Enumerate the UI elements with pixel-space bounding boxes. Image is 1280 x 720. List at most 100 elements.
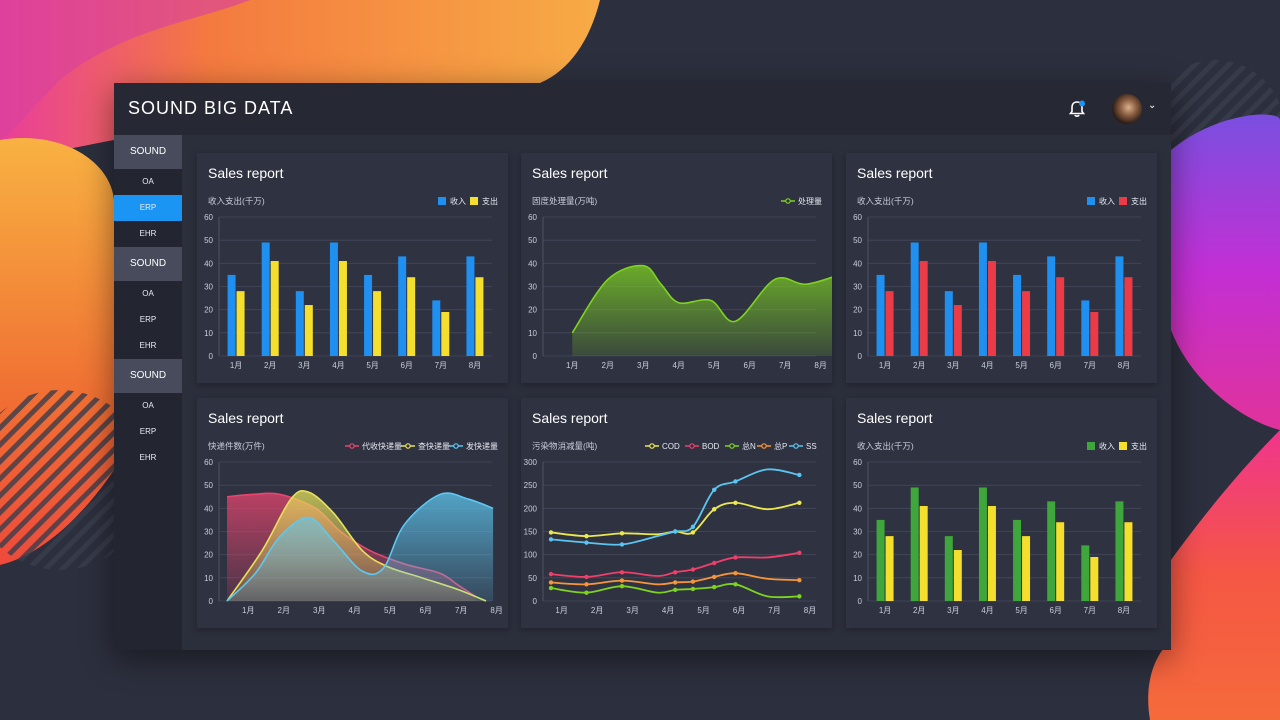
legend-swatch (438, 197, 446, 205)
data-point (690, 567, 696, 572)
legend-label: 支出 (1131, 441, 1147, 451)
bar (227, 274, 236, 356)
bar (919, 261, 928, 356)
sidebar-item-erp[interactable]: ERP (114, 307, 182, 333)
bar (910, 487, 919, 601)
sidebar-group-header[interactable]: SOUND (114, 135, 182, 169)
data-point (690, 524, 696, 530)
x-tick-label: 5月 (708, 361, 720, 370)
legend-swatch (1119, 442, 1127, 450)
card-title: Sales report (208, 410, 284, 426)
x-tick-label: 6月 (419, 606, 431, 615)
bar (304, 305, 313, 356)
bar-chart-card-1: Sales report 收入支出(千万) 0 10 20 30 40 50 60 支出 收入 1月… (197, 153, 508, 383)
legend-label: 总N (742, 441, 756, 451)
legend-swatch (1087, 442, 1095, 450)
y-tick-label: 200 (524, 504, 538, 513)
app-title: SOUND BIG DATA (128, 98, 294, 118)
sidebar-item-ehr[interactable]: EHR (114, 333, 182, 359)
y-tick-label: 20 (204, 551, 213, 560)
x-tick-label: 6月 (1049, 361, 1061, 370)
legend-label: 查快递量 (418, 441, 450, 451)
data-point (584, 533, 589, 539)
x-tick-label: 8月 (814, 361, 826, 370)
legend-swatch (1119, 197, 1127, 205)
legend-label: 收入 (1099, 196, 1115, 206)
bar (1090, 556, 1099, 601)
y-axis-label: 固度处理量(万吨) (532, 196, 597, 206)
y-tick-label: 0 (858, 352, 863, 361)
sidebar-group-header[interactable]: SOUND (114, 359, 182, 393)
chart-svg: 污染物消减量(吨) 0 50 100 150 200 250 300 SS 总P 总N BOD COD 1… (524, 441, 817, 615)
data-point (584, 590, 589, 595)
data-point (619, 542, 625, 547)
data-point (712, 574, 717, 580)
legend-label: BOD (702, 442, 720, 451)
y-tick-label: 40 (853, 259, 862, 268)
series-line (550, 468, 800, 546)
y-tick-label: 10 (853, 574, 862, 583)
bar (398, 256, 407, 356)
x-tick-label: 3月 (947, 606, 959, 615)
legend-marker (649, 443, 655, 449)
bar (1115, 501, 1124, 601)
x-tick-label: 2月 (591, 606, 603, 615)
data-point (797, 472, 802, 478)
x-tick-label: 2月 (264, 361, 276, 370)
bar (1081, 300, 1090, 356)
legend-label: 发快递量 (466, 441, 498, 451)
data-point (712, 584, 717, 590)
user-avatar[interactable] (1112, 94, 1142, 124)
x-tick-label: 7月 (455, 606, 467, 615)
sidebar-item-ehr[interactable]: EHR (114, 445, 182, 471)
sidebar-group-header[interactable]: SOUND (114, 247, 182, 281)
bar (1115, 256, 1124, 356)
legend-label: 支出 (1131, 196, 1147, 206)
data-point (619, 531, 625, 536)
x-tick-label: 8月 (804, 606, 816, 615)
line-chart-card: Sales report 污染物消减量(吨) 0 50 100 150 200 250 300… (521, 398, 832, 628)
bar (295, 291, 304, 356)
sidebar-item-erp[interactable]: ERP (114, 419, 182, 445)
legend-label: 处理量 (798, 196, 822, 206)
sidebar-item-oa[interactable]: OA (114, 393, 182, 419)
bar (432, 300, 441, 356)
y-tick-label: 40 (853, 504, 862, 513)
y-tick-label: 50 (204, 236, 213, 245)
data-point (797, 500, 802, 505)
y-tick-label: 10 (528, 329, 537, 338)
bar (1047, 256, 1056, 356)
bar (1056, 277, 1065, 356)
sidebar-item-oa[interactable]: OA (114, 169, 182, 195)
area-line (571, 264, 832, 334)
y-tick-label: 0 (533, 352, 538, 361)
chart-svg: 收入支出(千万) 0 10 20 30 40 50 60 支出 收入 1月 2月 3月 4月 5月 6月 7月 8… (853, 441, 1147, 615)
series-line (550, 572, 800, 586)
chevron-down-icon[interactable]: ⌄ (1148, 100, 1157, 111)
bar (329, 242, 338, 356)
legend-swatch (1087, 197, 1095, 205)
data-point (548, 537, 554, 542)
series-line (550, 551, 800, 578)
legend-marker (761, 443, 767, 449)
bar (1081, 545, 1090, 601)
data-point (672, 529, 678, 534)
data-point (690, 586, 696, 592)
sidebar-item-ehr[interactable]: EHR (114, 221, 182, 247)
data-point (690, 530, 696, 535)
area-fill (227, 493, 494, 601)
sidebar-item-oa[interactable]: OA (114, 281, 182, 307)
sidebar-item-erp[interactable]: ERP (114, 195, 182, 221)
x-tick-label: 1月 (566, 361, 578, 370)
x-tick-label: 5月 (1015, 361, 1027, 370)
data-point (672, 580, 678, 585)
bar (441, 311, 450, 356)
y-tick-label: 30 (853, 283, 862, 292)
bell-icon[interactable] (1067, 99, 1087, 119)
data-point (548, 530, 554, 535)
data-point (548, 585, 554, 591)
y-axis-label: 快递件数(万件) (208, 441, 265, 451)
bar (466, 256, 475, 356)
bar (261, 242, 270, 356)
x-tick-label: 7月 (768, 606, 780, 615)
